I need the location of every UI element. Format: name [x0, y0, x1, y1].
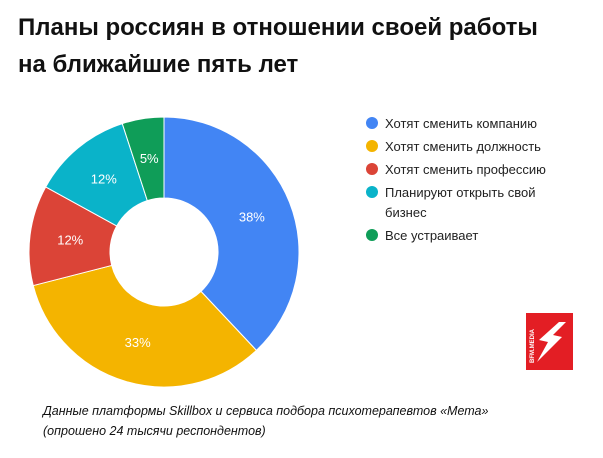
legend-swatch-2: [366, 140, 378, 152]
legend-label-4: Планируют открыть свой бизнес: [385, 185, 536, 220]
legend-item-1: Хотят сменить компанию: [366, 114, 596, 134]
donut-slice-2: [32, 264, 258, 388]
legend-item-2: Хотят сменить должность: [366, 137, 596, 157]
source-note-line-2: (опрошено 24 тысячи респондентов): [43, 424, 266, 438]
donut-slice-5: [121, 116, 165, 202]
lightning-bolt-icon: [537, 322, 566, 362]
slice-label-1: 38%: [239, 210, 265, 225]
donut-slice-1: [163, 116, 300, 352]
chart-legend: Хотят сменить компанию Хотят сменить долж…: [366, 114, 596, 249]
slice-label-4: 12%: [91, 172, 117, 187]
legend-label-3: Хотят сменить профессию: [385, 162, 546, 177]
source-note-line-1: Данные платформы Skillbox и сервиса подб…: [43, 404, 489, 418]
legend-item-5: Все устраивает: [366, 226, 596, 246]
legend-swatch-3: [366, 163, 378, 175]
bfm-media-logo: BFM.MEDIA: [526, 313, 573, 370]
legend-swatch-4: [366, 186, 378, 198]
chart-title-line-1: Планы россиян в отношении своей работы: [18, 14, 538, 41]
chart-title: Планы россиян в отношении своей работы н…: [18, 9, 593, 83]
chart-title-line-2: на ближайшие пять лет: [18, 51, 299, 78]
legend-swatch-1: [366, 117, 378, 129]
slice-label-3: 12%: [57, 233, 83, 248]
legend-label-1: Хотят сменить компанию: [385, 116, 537, 131]
logo-text: BFM.MEDIA: [530, 328, 536, 363]
slice-label-5: 5%: [140, 151, 159, 166]
legend-label-2: Хотят сменить должность: [385, 139, 541, 154]
legend-item-4: Планируют открыть свой бизнес: [366, 183, 596, 223]
source-note: Данные платформы Skillbox и сервиса подб…: [43, 401, 588, 441]
slice-label-2: 33%: [125, 335, 151, 350]
legend-item-3: Хотят сменить профессию: [366, 160, 596, 180]
legend-label-5: Все устраивает: [385, 228, 479, 243]
legend-swatch-5: [366, 229, 378, 241]
